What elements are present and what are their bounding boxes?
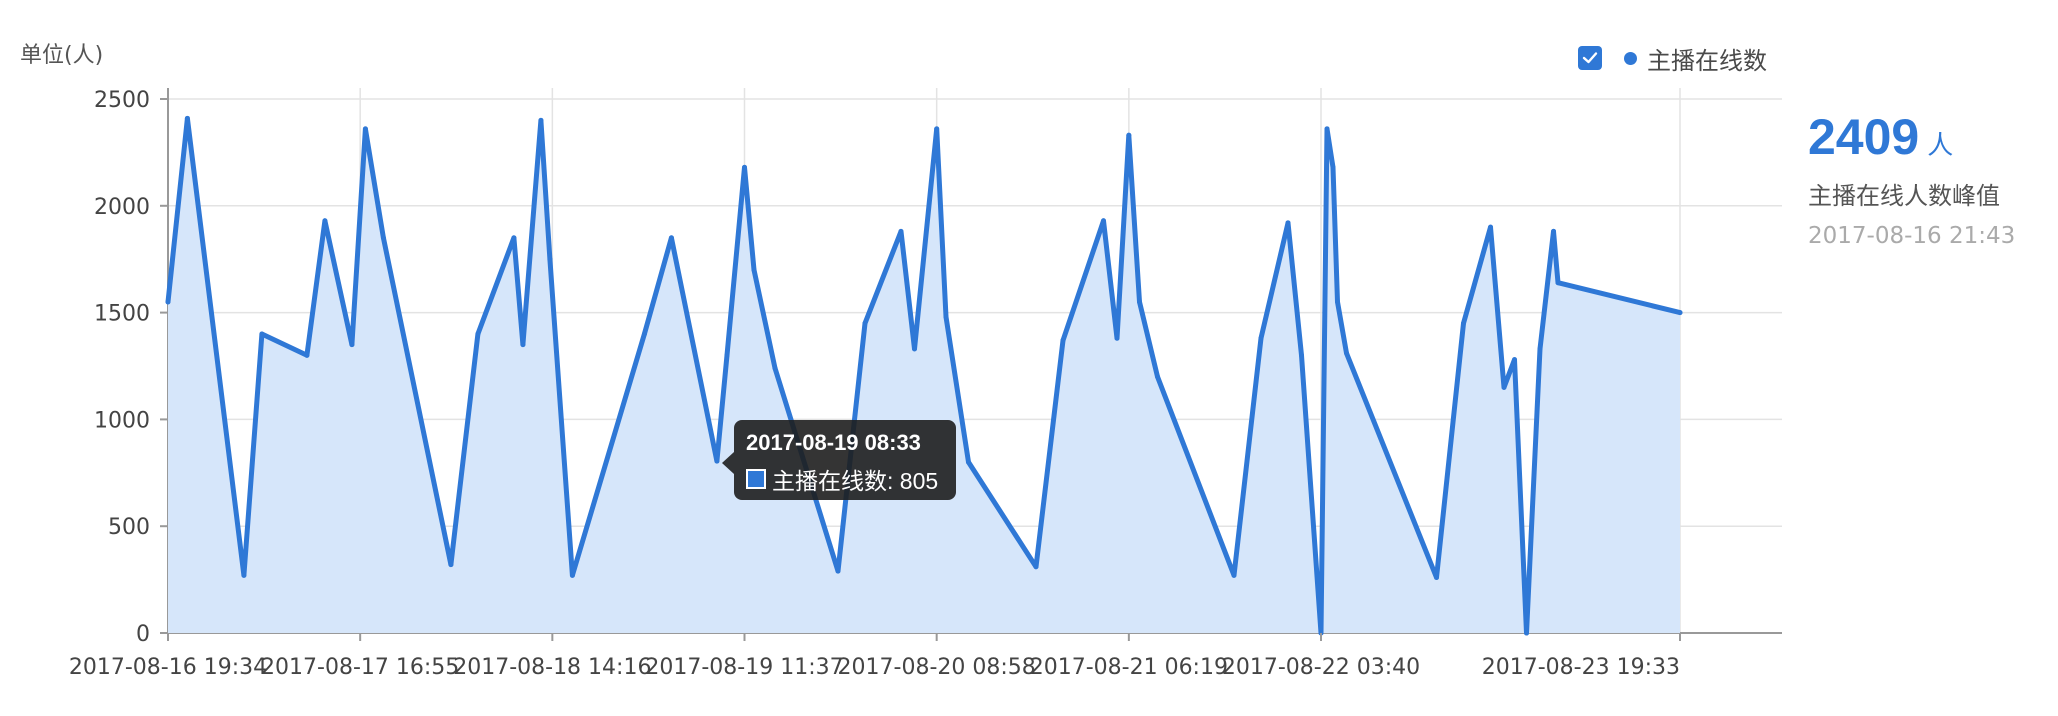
series-point-35: [1136, 299, 1142, 305]
series-point-12: [520, 342, 526, 348]
series-point-53: [1551, 228, 1557, 234]
series-point-16: [641, 331, 647, 337]
y-tick-label-5: 2500: [94, 88, 150, 113]
x-tick-label-1: 2017-08-17 16:55: [261, 655, 459, 680]
tooltip-time: 2017-08-19 08:33: [746, 430, 921, 455]
series-point-40: [1299, 352, 1305, 358]
series-point-14: [547, 256, 553, 262]
series-point-17: [668, 235, 674, 241]
x-tick-label-6: 2017-08-22 03:40: [1222, 655, 1420, 680]
series-point-30: [1033, 564, 1039, 570]
series-point-4: [304, 352, 310, 358]
series-point-7: [362, 126, 368, 132]
series-area-fill: [168, 118, 1680, 633]
series-point-33: [1114, 335, 1120, 341]
series-point-51: [1524, 630, 1530, 636]
series-point-10: [475, 331, 481, 337]
series-point-54: [1555, 280, 1561, 286]
tooltip-row: 主播在线数: 805: [746, 462, 944, 496]
legend-checkbox[interactable]: [1578, 46, 1602, 70]
tooltip-series-name: 主播在线数: [772, 468, 887, 494]
series-point-55: [1677, 310, 1683, 316]
peak-caption: 主播在线人数峰值: [1808, 182, 2000, 210]
series-point-22: [772, 365, 778, 371]
tooltip-value: 805: [899, 468, 939, 494]
series-point-49: [1501, 384, 1507, 390]
series-point-39: [1285, 220, 1291, 226]
x-tick-label-2: 2017-08-18 14:16: [453, 655, 651, 680]
series-area: [165, 115, 1683, 636]
legend[interactable]: 主播在线数: [1578, 40, 1767, 76]
series-point-27: [934, 126, 940, 132]
series-point-3: [259, 331, 265, 337]
series-point-15: [569, 572, 575, 578]
series-point-20: [742, 164, 748, 170]
peak-time: 2017-08-16 21:43: [1808, 223, 2016, 249]
series-point-1: [184, 115, 190, 121]
peak-value: 2409: [1808, 109, 1920, 165]
series-point-8: [380, 235, 386, 241]
series-point-28: [943, 314, 949, 320]
series-point-2: [241, 572, 247, 578]
series-point-36: [1154, 374, 1160, 380]
legend-series-name: 主播在线数: [1647, 46, 1767, 75]
series-point-34: [1126, 132, 1132, 138]
y-tick-label-4: 2000: [94, 195, 150, 220]
series-point-52: [1537, 346, 1543, 352]
series-point-32: [1100, 218, 1106, 224]
series-point-11: [511, 235, 517, 241]
series-point-31: [1060, 337, 1066, 343]
y-tick-label-1: 500: [108, 515, 150, 540]
series-point-25: [898, 228, 904, 234]
peak-summary: 2409 人 主播在线人数峰值 2017-08-16 21:43: [1808, 108, 2015, 249]
x-tick-label-7: 2017-08-23 19:33: [1482, 655, 1680, 680]
series-point-42: [1324, 126, 1330, 132]
series-point-9: [448, 562, 454, 568]
x-tick-label-0: 2017-08-16 19:34: [69, 655, 267, 680]
data-tooltip: 2017-08-19 08:33 主播在线数: 805: [722, 420, 956, 500]
series-point-13: [538, 117, 544, 123]
series-point-18: [714, 458, 720, 464]
check-icon: [1582, 52, 1598, 64]
tooltip-series-swatch: [746, 469, 766, 489]
y-tick-label-0: 0: [136, 622, 150, 647]
series-point-26: [911, 346, 917, 352]
series-point-50: [1512, 357, 1518, 363]
series-point-43: [1330, 164, 1336, 170]
series-point-0: [165, 299, 171, 305]
peak-unit: 人: [1927, 131, 1954, 161]
x-tick-label-5: 2017-08-21 06:19: [1030, 655, 1228, 680]
y-tick-label-3: 1500: [94, 302, 150, 327]
x-tick-label-4: 2017-08-20 08:58: [838, 655, 1036, 680]
y-unit-label: 单位(人): [20, 43, 103, 68]
legend-series-dot: [1624, 51, 1637, 65]
series-point-45: [1344, 350, 1350, 356]
series-point-6: [349, 342, 355, 348]
series-point-48: [1488, 224, 1494, 230]
series-point-38: [1258, 335, 1264, 341]
series-point-29: [965, 459, 971, 465]
series-point-44: [1335, 299, 1341, 305]
series-point-46: [1434, 574, 1440, 580]
x-tick-label-3: 2017-08-19 11:37: [645, 655, 843, 680]
series-point-37: [1231, 572, 1237, 578]
series-point-19: [724, 352, 730, 358]
series-point-23: [835, 568, 841, 574]
series-point-21: [751, 267, 757, 273]
series-line: [165, 115, 1683, 636]
y-tick-labels: 0 500 1000 1500 2000 2500: [94, 88, 168, 647]
series-point-24: [862, 320, 868, 326]
y-tick-label-2: 1000: [94, 408, 150, 433]
series-point-47: [1461, 320, 1467, 326]
series-point-5: [322, 218, 328, 224]
